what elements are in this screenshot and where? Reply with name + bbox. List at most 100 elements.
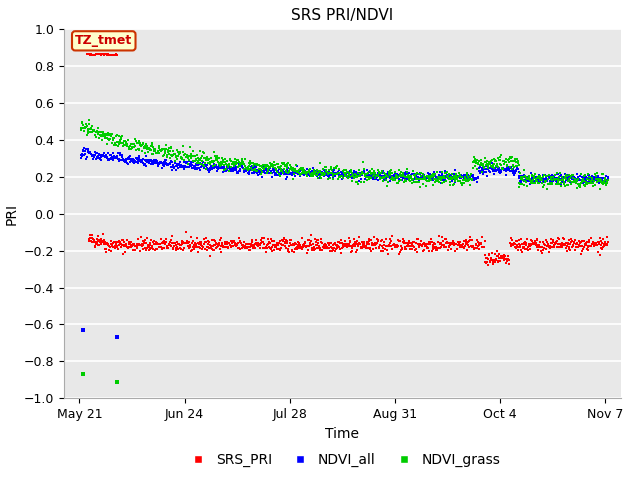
Point: [174, 160, 184, 168]
Point: [471, 159, 481, 167]
Point: [188, 238, 198, 245]
Point: [170, 153, 180, 160]
Point: [230, 158, 240, 166]
Point: [497, 165, 508, 173]
Point: [548, 241, 559, 249]
Point: [601, 177, 611, 184]
Point: [327, 247, 337, 255]
Point: [147, 244, 157, 252]
Point: [514, 240, 524, 248]
Point: [562, 247, 572, 254]
Point: [284, 248, 294, 256]
Point: [509, 171, 519, 179]
Point: [501, 255, 511, 263]
Point: [368, 175, 378, 182]
Point: [588, 179, 598, 186]
Point: [143, 148, 153, 156]
Point: [470, 175, 480, 183]
Point: [90, 51, 100, 59]
Point: [150, 159, 161, 167]
Point: [307, 169, 317, 177]
Point: [522, 176, 532, 183]
Point: [283, 245, 293, 253]
Point: [158, 244, 168, 252]
Point: [268, 161, 278, 168]
Point: [548, 175, 559, 182]
Point: [510, 240, 520, 248]
Point: [424, 177, 435, 185]
Point: [540, 179, 550, 186]
Point: [82, 154, 92, 161]
Point: [284, 242, 294, 250]
Point: [134, 152, 145, 159]
Point: [243, 162, 253, 169]
Point: [360, 171, 371, 179]
Point: [328, 168, 338, 176]
Point: [262, 161, 272, 169]
Point: [588, 242, 598, 250]
Point: [299, 169, 309, 177]
Point: [207, 165, 218, 173]
Point: [335, 173, 345, 181]
Point: [541, 177, 551, 185]
Point: [168, 240, 179, 247]
Point: [378, 247, 388, 254]
Point: [275, 168, 285, 175]
Point: [291, 167, 301, 175]
Point: [155, 159, 165, 167]
Point: [174, 240, 184, 248]
Point: [287, 247, 297, 254]
Point: [361, 173, 371, 181]
Point: [344, 170, 355, 178]
Point: [327, 244, 337, 252]
Point: [239, 241, 250, 249]
Point: [472, 156, 482, 163]
Point: [540, 179, 550, 186]
Point: [167, 158, 177, 166]
Point: [344, 169, 354, 177]
Point: [205, 252, 216, 260]
Point: [422, 172, 432, 180]
Point: [241, 244, 252, 252]
Point: [334, 174, 344, 181]
Point: [585, 178, 595, 186]
Point: [81, 131, 92, 138]
Point: [529, 177, 539, 185]
Point: [286, 170, 296, 178]
Point: [213, 154, 223, 161]
Point: [303, 169, 314, 177]
Point: [240, 156, 250, 163]
Point: [129, 159, 140, 167]
Point: [213, 166, 223, 173]
Point: [330, 169, 340, 177]
Point: [248, 161, 259, 168]
Point: [110, 155, 120, 162]
Point: [385, 239, 395, 247]
Point: [563, 171, 573, 179]
Point: [133, 154, 143, 162]
Point: [166, 236, 176, 244]
Point: [550, 180, 561, 188]
Point: [312, 241, 322, 249]
Point: [376, 167, 387, 175]
Point: [585, 173, 595, 181]
Point: [543, 248, 554, 256]
Point: [298, 167, 308, 175]
Point: [135, 156, 145, 164]
Point: [142, 143, 152, 150]
Point: [257, 167, 267, 175]
Point: [552, 180, 562, 188]
Point: [230, 158, 241, 166]
Point: [205, 158, 215, 166]
Point: [437, 169, 447, 177]
Point: [597, 179, 607, 186]
Point: [456, 179, 466, 187]
Point: [86, 129, 97, 136]
Point: [560, 182, 570, 190]
Point: [260, 244, 270, 252]
Point: [502, 161, 512, 169]
Point: [142, 244, 152, 252]
Point: [241, 164, 252, 171]
Point: [344, 240, 354, 248]
Point: [277, 167, 287, 175]
